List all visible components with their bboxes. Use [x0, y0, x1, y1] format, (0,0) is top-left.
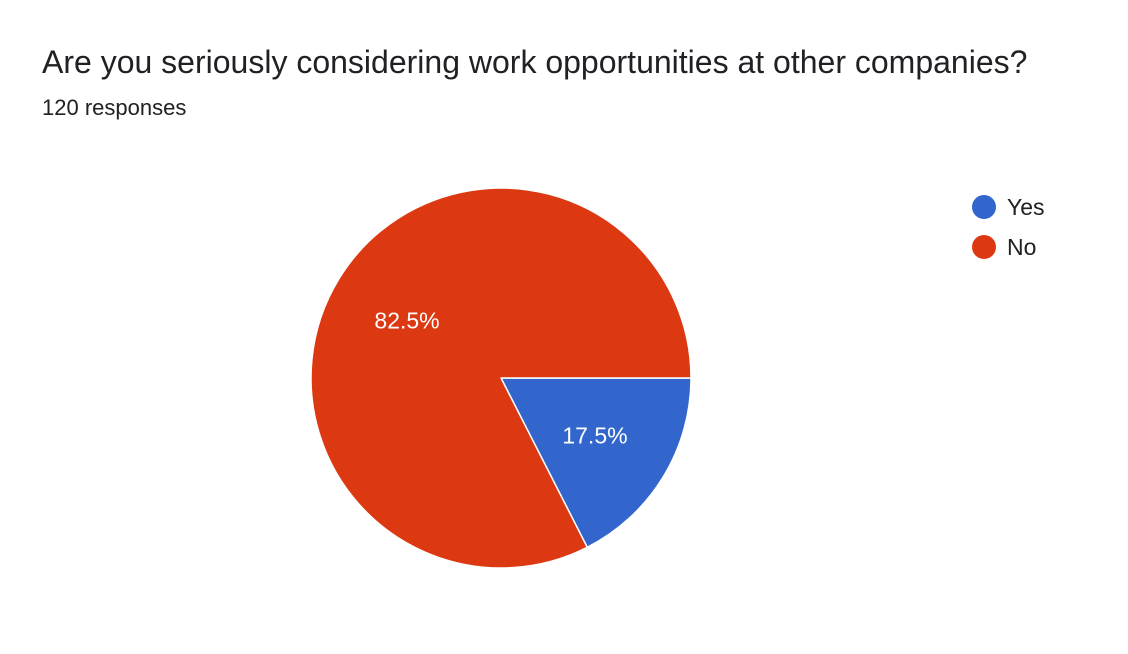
legend-label-no: No: [1007, 234, 1037, 260]
legend-item-no[interactable]: No: [972, 227, 1045, 267]
response-count: 120 responses: [42, 95, 187, 120]
pie-label-yes: 17.5%: [562, 423, 627, 449]
legend-item-yes[interactable]: Yes: [972, 187, 1045, 227]
question-title: Are you seriously considering work oppor…: [42, 44, 1028, 80]
legend-label-yes: Yes: [1007, 194, 1045, 220]
pie-slice-yes[interactable]: [500, 377, 692, 549]
legend-swatch-yes: [972, 195, 996, 219]
pie-label-no: 82.5%: [374, 307, 439, 333]
pie-slice-no[interactable]: [310, 187, 692, 569]
legend-swatch-no: [972, 235, 996, 259]
legend: Yes No: [972, 187, 1045, 267]
